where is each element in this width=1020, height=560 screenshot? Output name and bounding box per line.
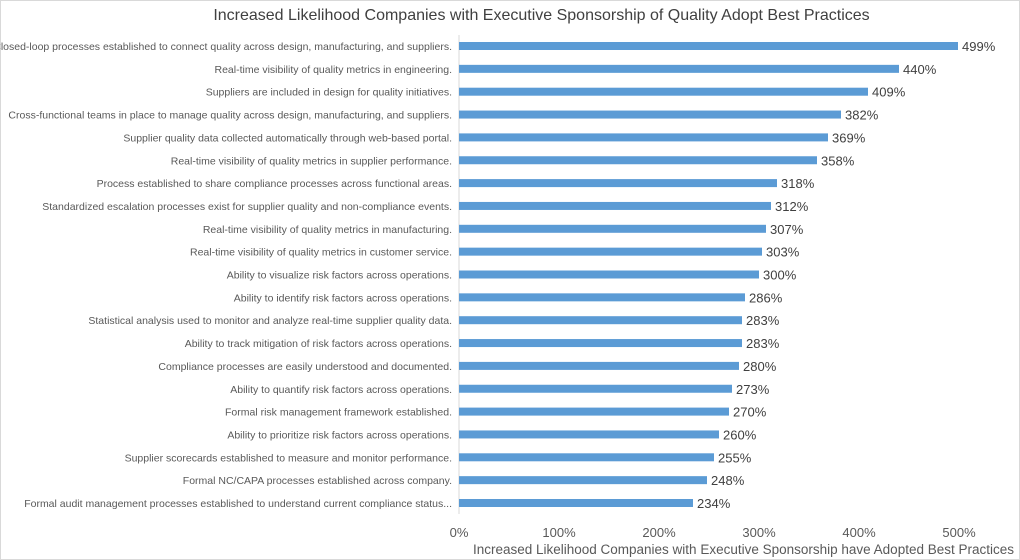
- category-label: Statistical analysis used to monitor and…: [88, 315, 452, 327]
- category-label: Supplier scorecards established to measu…: [125, 452, 452, 464]
- category-label: Suppliers are included in design for qua…: [206, 87, 452, 99]
- value-label: 283%: [746, 336, 780, 351]
- value-label: 270%: [733, 405, 767, 420]
- value-label: 260%: [723, 427, 757, 442]
- x-tick-label: 200%: [642, 525, 676, 540]
- value-label: 303%: [766, 245, 800, 260]
- bar: [459, 316, 742, 325]
- category-label: Ability to quantify risk factors across …: [230, 384, 452, 396]
- x-tick-label: 0%: [450, 525, 469, 540]
- bar: [459, 64, 899, 73]
- bar: [459, 407, 729, 416]
- bar: [459, 430, 719, 439]
- value-label: 234%: [697, 496, 731, 511]
- bar: [459, 133, 828, 142]
- bar: [459, 384, 732, 393]
- bar: [459, 201, 771, 210]
- bar: [459, 476, 707, 485]
- value-label: 307%: [770, 222, 804, 237]
- bar: [459, 361, 739, 370]
- value-label: 409%: [872, 85, 906, 100]
- category-label: Standardized escalation processes exist …: [42, 201, 452, 213]
- value-label: 318%: [781, 176, 815, 191]
- category-label: Real-time visibility of quality metrics …: [203, 224, 452, 236]
- bar: [459, 156, 817, 165]
- bar: [459, 247, 762, 256]
- value-label: 280%: [743, 359, 777, 374]
- value-label: 499%: [962, 39, 996, 54]
- value-label: 382%: [845, 108, 879, 123]
- chart-title: Increased Likelihood Companies with Exec…: [213, 7, 870, 24]
- bar: [459, 179, 777, 188]
- category-label: Ability to prioritize risk factors acros…: [227, 429, 452, 441]
- value-label: 248%: [711, 473, 745, 488]
- category-label: Ability to identify risk factors across …: [234, 292, 452, 304]
- category-label: Closed-loop processes established to con…: [0, 41, 452, 53]
- value-label: 369%: [832, 130, 866, 145]
- x-tick-label: 100%: [542, 525, 576, 540]
- category-label: Cross-functional teams in place to manag…: [8, 110, 452, 122]
- value-label: 255%: [718, 450, 752, 465]
- value-label: 358%: [821, 153, 855, 168]
- bar: [459, 499, 693, 507]
- category-label: Compliance processes are easily understo…: [158, 361, 452, 373]
- category-label: Real-time visibility of quality metrics …: [171, 155, 452, 167]
- bar: [459, 87, 868, 96]
- value-label: 273%: [736, 382, 770, 397]
- category-label: Real-time visibility of quality metrics …: [214, 64, 452, 76]
- value-label: 286%: [749, 290, 783, 305]
- value-label: 283%: [746, 313, 780, 328]
- bar: [459, 293, 745, 302]
- bar: [459, 110, 841, 119]
- category-label: Ability to track mitigation of risk fact…: [185, 338, 452, 350]
- x-tick-label: 500%: [942, 525, 976, 540]
- x-tick-label: 400%: [842, 525, 876, 540]
- bar: [459, 453, 714, 462]
- x-tick-label: 300%: [742, 525, 776, 540]
- bar: [459, 339, 742, 348]
- category-label: Ability to visualize risk factors across…: [227, 270, 452, 282]
- category-label: Formal NC/CAPA processes established acr…: [183, 475, 452, 487]
- category-label: Process established to share compliance …: [97, 178, 452, 190]
- category-label: Formal risk management framework establi…: [225, 407, 452, 419]
- value-label: 312%: [775, 199, 809, 214]
- bar: [459, 42, 958, 50]
- x-axis-label: Increased Likelihood Companies with Exec…: [472, 542, 1014, 557]
- bar: [459, 224, 766, 233]
- bar: [459, 270, 759, 279]
- value-label: 440%: [903, 62, 937, 77]
- category-label: Formal audit management processes establ…: [24, 498, 452, 510]
- category-label: Real-time visibility of quality metrics …: [190, 247, 452, 259]
- value-label: 300%: [763, 268, 797, 283]
- category-label: Supplier quality data collected automati…: [123, 132, 452, 144]
